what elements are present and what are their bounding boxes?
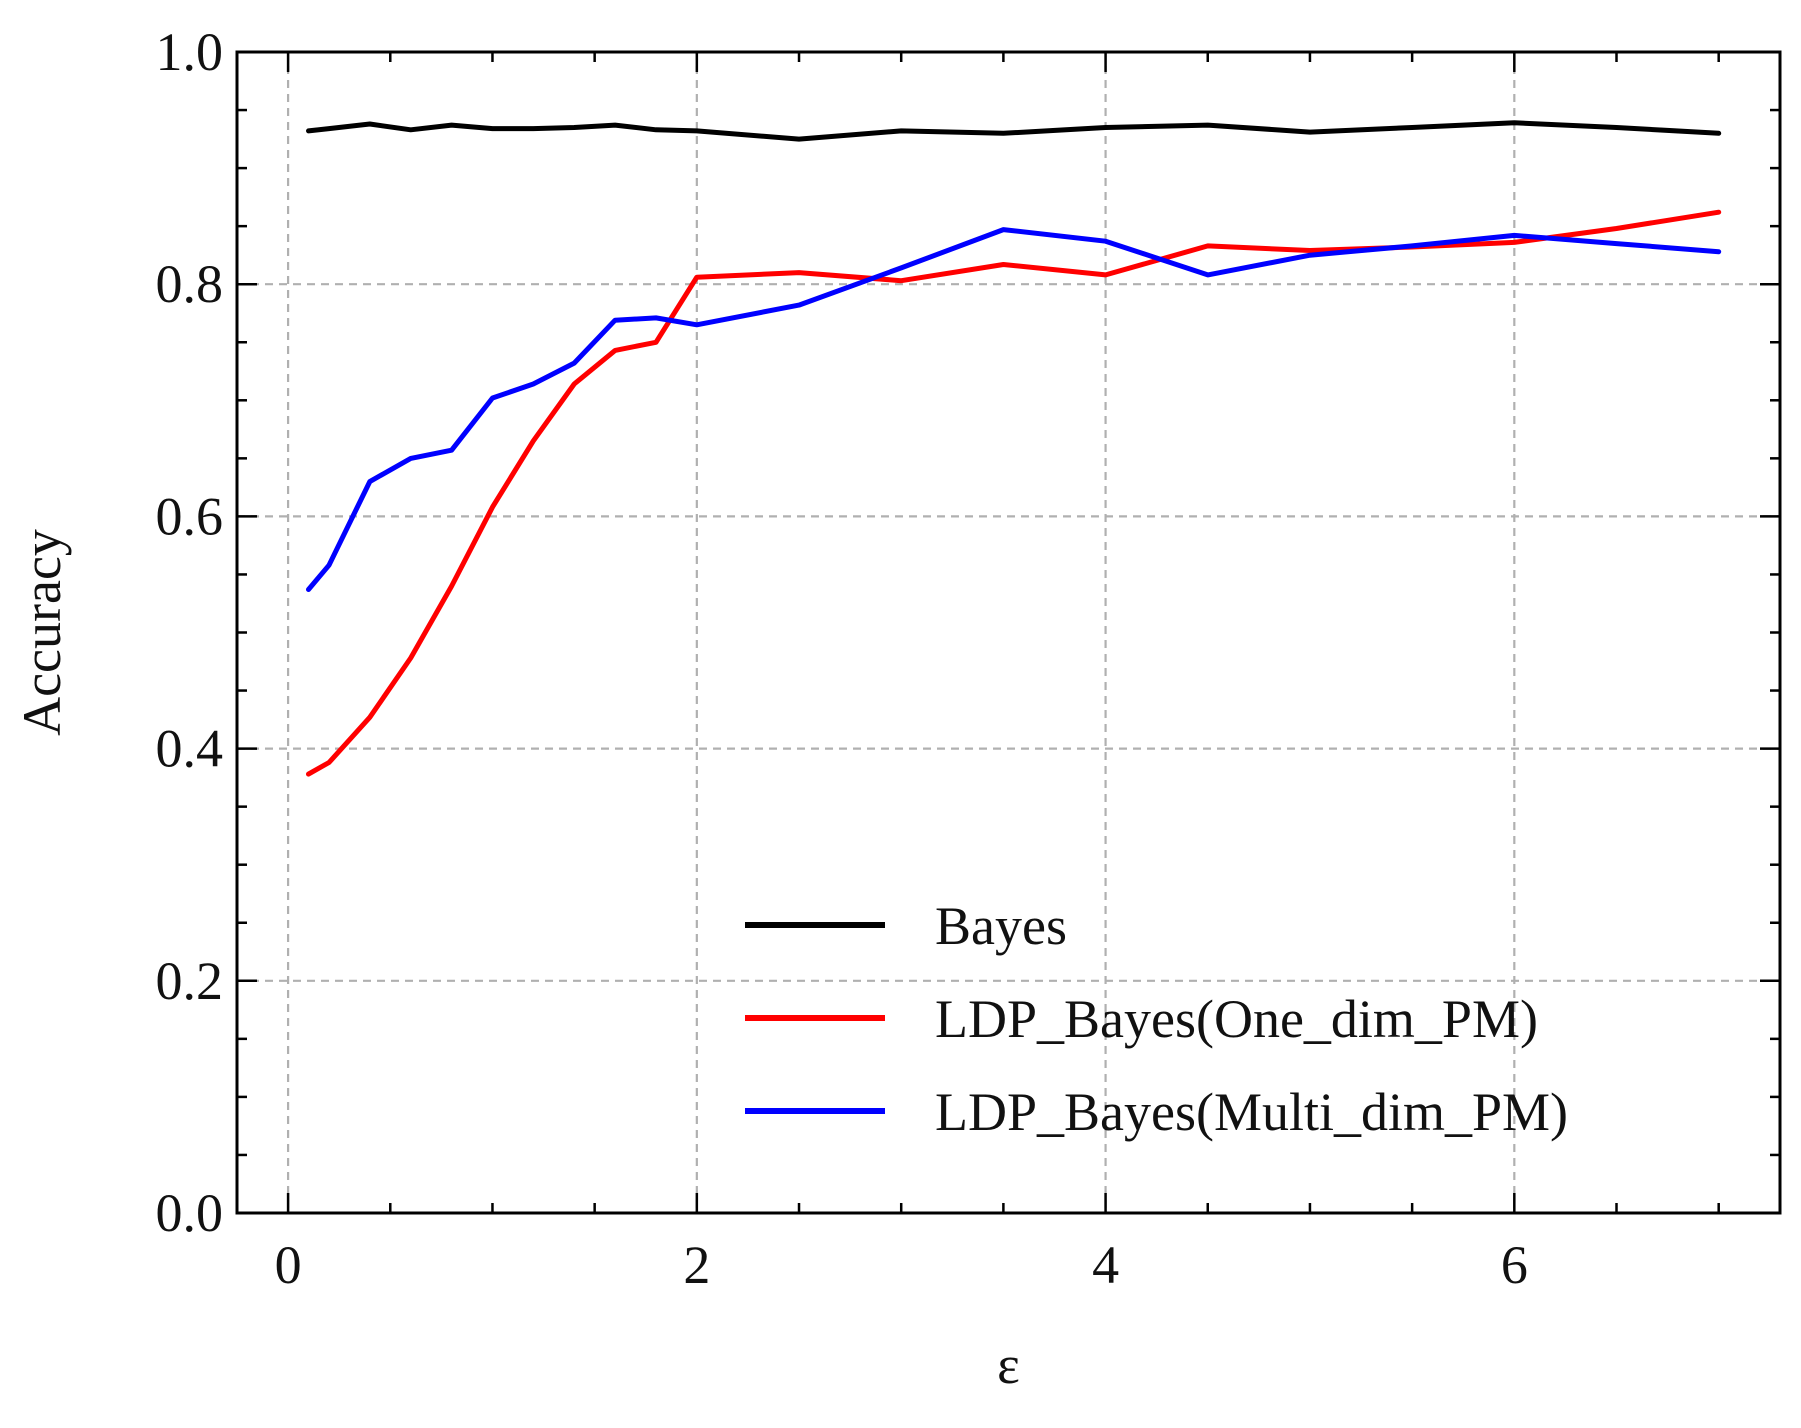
y-tick-label: 0.8	[156, 254, 224, 314]
axis-ticks	[237, 50, 1780, 1215]
series-line-1	[306, 120, 1722, 142]
y-tick-label: 0.6	[156, 486, 224, 546]
y-axis-title: Accuracy	[12, 529, 72, 736]
y-tick-label: 1.0	[156, 22, 224, 82]
series-lines	[306, 120, 1722, 777]
legend-label: LDP_Bayes(Multi_dim_PM)	[935, 1082, 1568, 1142]
x-tick-label: 6	[1501, 1235, 1528, 1295]
y-tick-label: 0.0	[156, 1183, 224, 1243]
legend: Bayes LDP_Bayes(One_dim_PM) LDP_Bayes(Mult…	[745, 896, 1568, 1142]
y-tick-label: 0.4	[156, 719, 224, 779]
legend-label: LDP_Bayes(One_dim_PM)	[935, 989, 1538, 1049]
series-line-3	[306, 227, 1722, 592]
x-tick-label: 2	[683, 1235, 710, 1295]
legend-label: Bayes	[935, 896, 1067, 956]
series-line-2	[306, 209, 1722, 777]
x-tick-label: 0	[275, 1235, 302, 1295]
x-tick-label: 4	[1092, 1235, 1119, 1295]
y-tick-labels: 0.0 0.2 0.4 0.6 0.8 1.0	[156, 22, 224, 1243]
x-axis-title: ε	[997, 1335, 1020, 1395]
x-tick-labels: 0 2 4 6	[275, 1235, 1528, 1295]
y-tick-label: 0.2	[156, 951, 224, 1011]
